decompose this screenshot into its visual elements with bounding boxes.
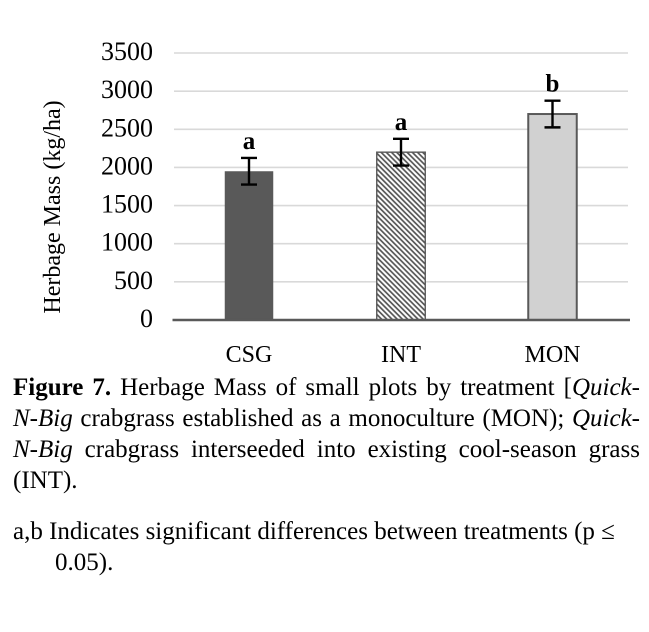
caption-line: N-Big crabgrass interseeded into existin… (13, 434, 640, 465)
caption-line: Figure 7. Herbage Mass of small plots by… (13, 372, 640, 403)
footnote-line: 0.05). (55, 549, 114, 576)
x-label-csg: CSG (226, 342, 273, 368)
y-tick-label: 0 (140, 304, 153, 333)
caption-text: Herbage Mass of small plots by treatment… (111, 374, 572, 401)
error-bar-mon (544, 99, 561, 129)
figure-caption: Figure 7. Herbage Mass of small plots by… (13, 372, 640, 496)
caption-text: crabgrass interseeded into existing cool… (72, 436, 640, 463)
y-axis-title: Herbage Mass (kg/ha) (40, 100, 66, 313)
caption-line: (INT). (13, 465, 640, 496)
y-tick-label: 2000 (101, 151, 153, 180)
caption-cultivar-name: Quick- (571, 374, 640, 401)
y-tick-label: 1000 (101, 228, 153, 257)
caption-cultivar-name: Quick- (571, 405, 640, 432)
error-bar-int (393, 137, 409, 167)
significance-letter-mon: b (546, 71, 560, 98)
significance-footnote: a,b Indicates significant differences be… (13, 516, 645, 578)
y-tick-label: 1500 (101, 190, 153, 219)
x-label-mon: MON (524, 342, 580, 368)
herbage-mass-bar-chart: 0 500 1000 1500 2000 2500 3000 3500 Herbage Mass… (40, 37, 630, 368)
caption-line: N-Big crabgrass established as a monocul… (13, 403, 640, 434)
caption-text: (INT). (13, 467, 78, 494)
bar-int (376, 151, 426, 321)
y-tick-label: 2500 (101, 113, 153, 142)
footnote-line: a,b Indicates significant differences be… (13, 518, 615, 545)
caption-figure-number: Figure 7. (13, 374, 112, 401)
bar-mon (527, 113, 578, 322)
caption-cultivar-name: N-Big (13, 436, 73, 463)
caption-cultivar-name: N-Big (13, 405, 73, 432)
x-label-int: INT (381, 342, 421, 368)
error-bar-csg (241, 156, 257, 186)
y-tick-label: 3000 (101, 75, 153, 104)
y-tick-label: 500 (114, 266, 153, 295)
significance-letter-csg: a (243, 128, 256, 155)
caption-text: crabgrass established as a monoculture (… (72, 405, 572, 432)
bar-csg (224, 171, 274, 320)
significance-letter-int: a (395, 109, 408, 136)
y-tick-label: 3500 (101, 37, 153, 66)
